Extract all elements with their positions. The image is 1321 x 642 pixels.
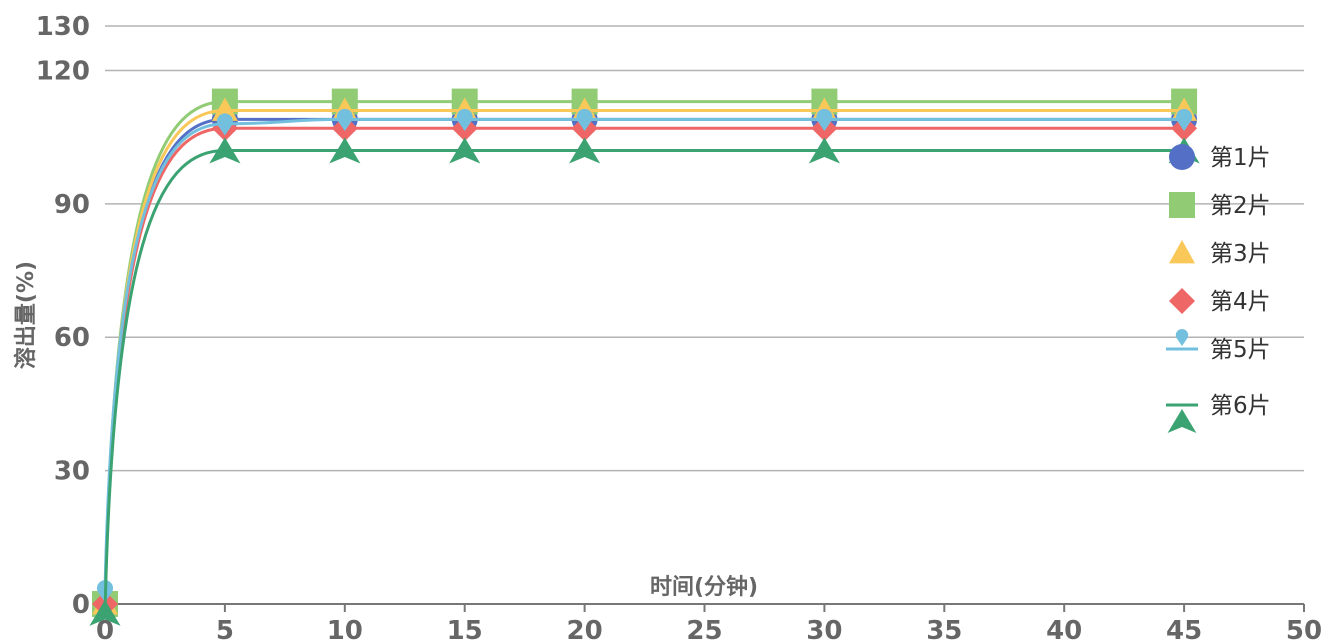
legend-label: 第6片 — [1210, 393, 1271, 419]
x-tick-label: 45 — [1166, 616, 1202, 642]
series-line — [103, 126, 1185, 605]
data-point — [216, 113, 233, 136]
legend-marker — [1169, 144, 1195, 170]
x-tick-label: 20 — [567, 616, 603, 642]
x-axis-title: 时间(分钟) — [650, 574, 758, 600]
legend-marker — [1175, 328, 1189, 346]
data-point — [89, 599, 121, 626]
data-point — [211, 97, 238, 121]
data-point — [816, 108, 833, 132]
series-line — [103, 117, 1185, 605]
y-tick-label: 130 — [36, 12, 90, 42]
legend-item[interactable]: 第6片 — [1166, 393, 1271, 433]
legend-marker — [1169, 288, 1195, 314]
y-tick-label: 0 — [72, 590, 90, 620]
series-layer — [89, 88, 1200, 626]
series-2 — [92, 88, 1198, 617]
legend-marker — [1169, 192, 1195, 218]
x-tick-label: 50 — [1286, 616, 1321, 642]
data-point — [569, 137, 601, 164]
y-axis-title: 溶出量(%) — [13, 261, 39, 369]
legend-item[interactable]: 第2片 — [1169, 192, 1271, 219]
series-line — [103, 108, 1185, 605]
series-5 — [96, 108, 1193, 603]
x-tick-label: 40 — [1046, 616, 1082, 642]
x-tick-label: 5 — [216, 616, 234, 642]
y-tick-label: 90 — [54, 190, 90, 220]
series-line — [103, 117, 1185, 591]
legend-item[interactable]: 第3片 — [1169, 240, 1271, 267]
legend-item[interactable]: 第4片 — [1169, 288, 1271, 315]
x-tick-label: 35 — [926, 616, 962, 642]
data-point — [329, 137, 361, 164]
grid-lines — [105, 25, 1304, 472]
data-point — [808, 137, 840, 164]
legend-label: 第2片 — [1210, 193, 1271, 219]
x-tick-label: 30 — [806, 616, 842, 642]
x-axis: 0 5 10 15 20 25 30 35 40 45 50 — [96, 603, 1321, 642]
y-tick-label: 30 — [54, 457, 90, 487]
series-3 — [92, 97, 1198, 615]
legend-label: 第4片 — [1210, 289, 1271, 315]
legend-label: 第3片 — [1210, 241, 1271, 267]
legend-label: 第1片 — [1210, 145, 1271, 171]
legend-marker — [1169, 240, 1195, 264]
data-point — [1176, 108, 1193, 132]
series-line — [103, 148, 1185, 613]
y-tick-label: 120 — [36, 56, 90, 86]
x-tick-label: 15 — [447, 616, 483, 642]
y-axis: 0 30 60 90 120 130 — [36, 12, 90, 620]
legend-item[interactable]: 第1片 — [1169, 144, 1271, 171]
data-point — [209, 137, 241, 164]
legend-label: 第5片 — [1210, 337, 1271, 363]
data-point — [336, 108, 353, 132]
series-6 — [89, 137, 1200, 626]
series-4 — [92, 115, 1198, 617]
series-1 — [92, 106, 1198, 617]
x-tick-label: 0 — [96, 616, 114, 642]
legend-item[interactable]: 第5片 — [1166, 328, 1271, 363]
x-tick-label: 25 — [686, 616, 722, 642]
legend-marker — [1167, 409, 1197, 433]
x-tick-label: 10 — [327, 616, 363, 642]
data-point — [576, 108, 593, 132]
y-tick-label: 60 — [54, 323, 90, 353]
data-point — [456, 108, 473, 132]
data-point — [449, 137, 481, 164]
series-line — [103, 100, 1185, 605]
